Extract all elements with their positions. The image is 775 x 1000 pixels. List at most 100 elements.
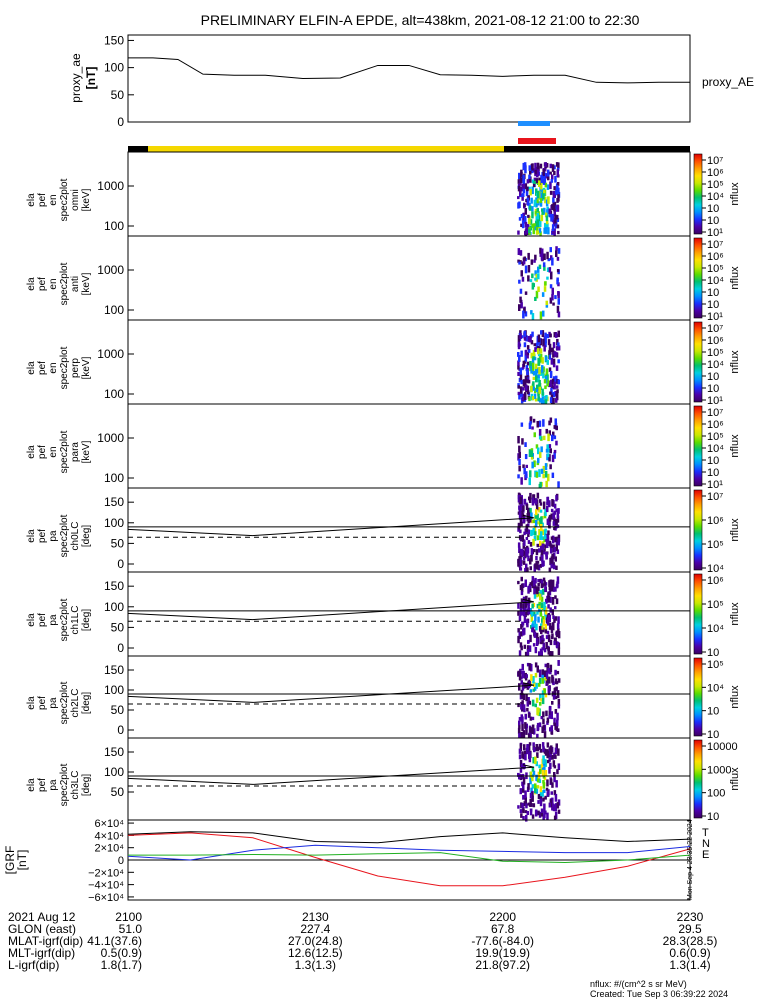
- spectrogram-cell: [537, 287, 540, 293]
- colorbar-tick-label: 10⁶: [707, 515, 724, 527]
- spectrogram-cell: [547, 360, 550, 365]
- panel-background: [128, 404, 690, 488]
- y-axis-label: [deg]: [81, 774, 92, 796]
- spectrogram-cell: [551, 755, 554, 760]
- y-axis-label: [deg]: [81, 609, 92, 631]
- spectrogram-cell: [554, 295, 557, 299]
- spectrogram-cell: [533, 371, 536, 376]
- spectrogram-cell: [533, 549, 536, 552]
- y-tick-label: 1000: [97, 263, 124, 277]
- y-axis-label: ch1LC: [70, 606, 81, 635]
- spectrogram-cell: [550, 191, 553, 195]
- spectrogram-cell: [538, 180, 541, 187]
- spectrogram-cell: [536, 586, 539, 594]
- spectrogram-cell: [556, 385, 559, 389]
- spectrogram-cell: [549, 172, 552, 175]
- spectrogram-cell: [527, 198, 530, 201]
- spectrogram-cell: [522, 622, 525, 626]
- spectrogram-cell: [529, 421, 532, 425]
- y-axis-label: proxy_ae: [69, 53, 83, 103]
- y-tick-label: 150: [104, 663, 124, 677]
- colorbar-tick-label: 10⁴: [707, 191, 724, 203]
- panel-background: [128, 656, 690, 738]
- colorbar-tick-label: 1000: [707, 764, 731, 776]
- spectrogram-cell: [549, 464, 552, 469]
- spectrogram-cell: [538, 360, 541, 366]
- panel-en_omni: 1000100ela pef en spec2plot omni [keV]10⁷10⁶1…: [26, 152, 741, 239]
- spectrogram-cell: [521, 724, 524, 731]
- igrf-line-T: [128, 832, 690, 843]
- spectrogram-cell: [517, 559, 520, 567]
- spectrogram-cell: [557, 802, 560, 808]
- colorbar-tick-label: 10⁵: [707, 263, 724, 275]
- spectrogram-cell: [539, 702, 542, 706]
- spectrogram-cell: [517, 581, 520, 584]
- spectrogram-cell: [528, 229, 531, 233]
- spectrogram-cell: [555, 246, 558, 251]
- spectrogram-cell: [545, 694, 548, 697]
- y-tick-label: 150: [104, 495, 124, 509]
- spectrogram-cell: [555, 509, 558, 512]
- spectrogram-cell: [544, 379, 547, 383]
- spectrogram-cell: [555, 398, 558, 403]
- spectrogram-cell: [551, 179, 554, 183]
- spectrogram-cell: [546, 779, 549, 786]
- y-axis-label: [deg]: [81, 525, 92, 547]
- spectrogram-cell: [517, 628, 520, 632]
- spectrogram-cell: [541, 175, 544, 183]
- spectrogram-cell: [541, 675, 544, 678]
- colorbar-tick-label: 10⁳: [707, 203, 719, 215]
- colorbar-tick-label: 10¹: [707, 227, 723, 239]
- spectrogram-cell: [541, 399, 544, 404]
- spectrogram-cell: [518, 385, 521, 389]
- spectrogram-cell: [529, 189, 532, 196]
- spectrogram-cell: [556, 185, 559, 191]
- spectrogram-cell: [557, 231, 560, 234]
- spectrogram-cell: [523, 708, 526, 712]
- spectrogram-cell: [528, 397, 531, 402]
- colorbar-tick-label: 10⁶: [707, 419, 724, 431]
- spectrogram-cell: [543, 345, 546, 351]
- spectrogram-cell: [552, 473, 555, 478]
- spectrogram-cell: [553, 527, 556, 530]
- spectrogram-cell: [557, 169, 560, 177]
- y-axis-label: perp: [70, 358, 81, 378]
- spectrogram-cell: [522, 517, 525, 523]
- spectrogram-cell: [541, 389, 544, 396]
- y-axis-label: spec2plot: [59, 763, 70, 806]
- spectrogram-cell: [519, 616, 522, 622]
- spectrogram-cell: [543, 602, 546, 610]
- spectrogram-cell: [530, 198, 533, 204]
- spectrogram-cell: [540, 651, 543, 655]
- spectrogram-cell: [542, 311, 545, 317]
- plot-title: PRELIMINARY ELFIN-A EPDE, alt=438km, 202…: [201, 12, 640, 28]
- spectrogram-cell: [552, 515, 555, 518]
- spectrogram-cell: [527, 513, 530, 518]
- spectrogram-cell: [551, 294, 554, 300]
- spectrogram-cell: [545, 642, 548, 649]
- spectrogram-cell: [522, 175, 525, 183]
- spectrogram-cell: [537, 273, 540, 279]
- spectrogram-cell: [523, 611, 526, 616]
- spectrogram-cell: [526, 744, 529, 750]
- y-tick-label: 100: [104, 683, 124, 697]
- spectrogram-cell: [552, 455, 555, 462]
- y-tick-label: 100: [104, 516, 124, 530]
- spectrogram-cell: [521, 584, 524, 588]
- spectrogram-cell: [552, 580, 555, 588]
- spectrogram-cell: [528, 497, 531, 501]
- spectrogram-cell: [524, 754, 527, 760]
- spectrogram-cell: [554, 606, 557, 609]
- spectrogram-cell: [545, 471, 548, 478]
- spectrogram-cell: [551, 348, 554, 352]
- created-note: Created: Tue Sep 3 06:39:22 2024: [590, 989, 728, 999]
- spectrogram-cell: [551, 258, 554, 266]
- y-tick-label: 0: [117, 115, 124, 129]
- spectrogram-cell: [553, 382, 556, 390]
- dayside-bar: [148, 146, 504, 152]
- spectrogram-cell: [518, 304, 521, 311]
- spectrogram-cell: [527, 811, 530, 815]
- spectrogram-cell: [522, 816, 525, 820]
- spectrogram-cell: [527, 345, 530, 350]
- spectrogram-cell: [542, 419, 545, 427]
